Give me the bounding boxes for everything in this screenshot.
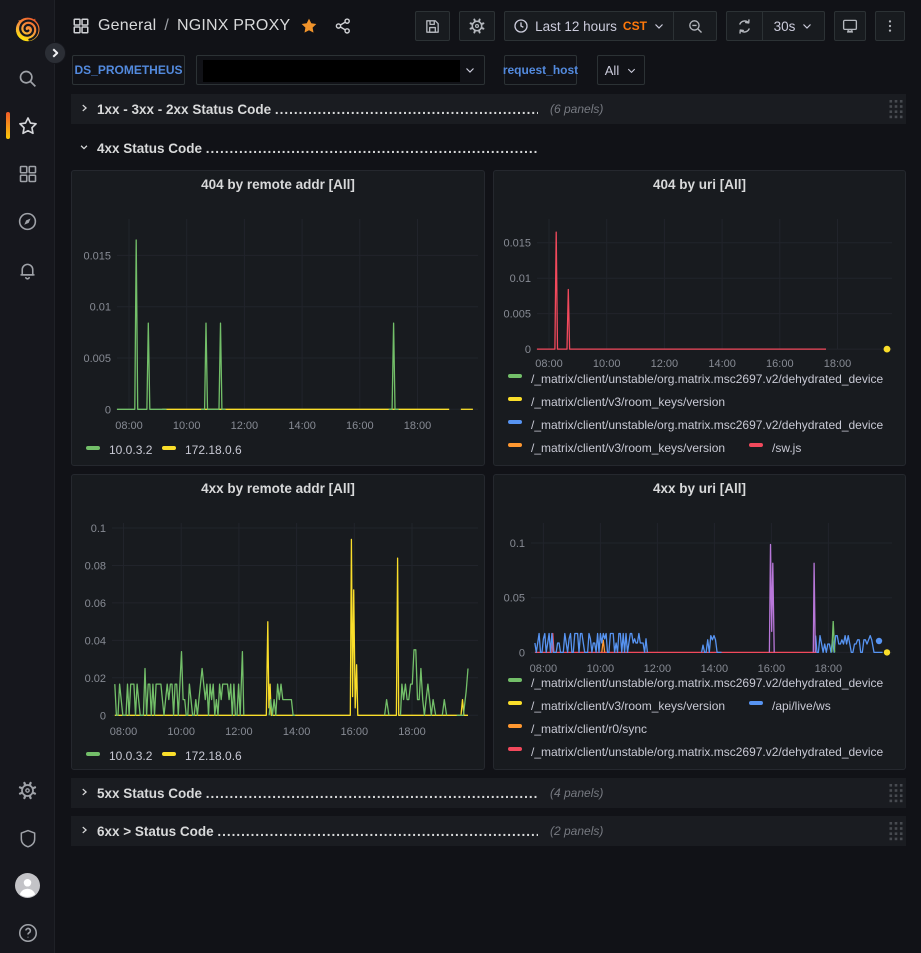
svg-text:0.1: 0.1 xyxy=(91,523,106,535)
svg-text:0.015: 0.015 xyxy=(503,238,531,250)
svg-text:10:00: 10:00 xyxy=(593,358,621,370)
svg-text:16:00: 16:00 xyxy=(341,726,369,738)
svg-text:0.06: 0.06 xyxy=(85,598,106,610)
svg-text:08:00: 08:00 xyxy=(115,420,143,432)
svg-text:10:00: 10:00 xyxy=(173,420,201,432)
svg-text:12:00: 12:00 xyxy=(231,420,259,432)
svg-text:0: 0 xyxy=(519,647,525,659)
svg-text:/_matrix/client/r0/sync: /_matrix/client/r0/sync xyxy=(531,722,647,736)
svg-text:16:00: 16:00 xyxy=(766,358,794,370)
svg-text:16:00: 16:00 xyxy=(758,663,786,675)
svg-text:0: 0 xyxy=(525,344,531,356)
svg-text:172.18.0.6: 172.18.0.6 xyxy=(185,443,242,457)
svg-text:0.08: 0.08 xyxy=(85,561,106,573)
svg-text:18:00: 18:00 xyxy=(824,358,852,370)
svg-text:0: 0 xyxy=(100,710,106,722)
svg-text:0.005: 0.005 xyxy=(503,309,531,321)
svg-text:0.02: 0.02 xyxy=(85,673,106,685)
svg-text:0.005: 0.005 xyxy=(83,353,111,365)
svg-text:172.18.0.6: 172.18.0.6 xyxy=(185,749,242,763)
svg-text:18:00: 18:00 xyxy=(815,663,843,675)
svg-text:/_matrix/client/v3/room_keys/v: /_matrix/client/v3/room_keys/version xyxy=(531,441,725,455)
svg-text:08:00: 08:00 xyxy=(530,663,558,675)
svg-text:0.01: 0.01 xyxy=(90,302,111,314)
svg-text:/sw.js: /sw.js xyxy=(772,441,801,455)
svg-text:14:00: 14:00 xyxy=(708,358,736,370)
svg-text:0: 0 xyxy=(105,404,111,416)
svg-text:/_matrix/client/unstable/org.m: /_matrix/client/unstable/org.matrix.msc2… xyxy=(531,372,884,386)
svg-text:0.015: 0.015 xyxy=(83,250,111,262)
svg-text:14:00: 14:00 xyxy=(701,663,729,675)
svg-text:14:00: 14:00 xyxy=(288,420,316,432)
svg-text:0.1: 0.1 xyxy=(510,538,525,550)
svg-text:12:00: 12:00 xyxy=(651,358,679,370)
svg-text:0.01: 0.01 xyxy=(510,273,531,285)
svg-text:/_matrix/client/v3/room_keys/v: /_matrix/client/v3/room_keys/version xyxy=(531,395,725,409)
svg-text:08:00: 08:00 xyxy=(535,358,563,370)
svg-text:/_matrix/client/unstable/org.m: /_matrix/client/unstable/org.matrix.msc2… xyxy=(531,745,884,759)
svg-text:10.0.3.2: 10.0.3.2 xyxy=(109,443,153,457)
svg-text:10.0.3.2: 10.0.3.2 xyxy=(109,749,153,763)
svg-text:12:00: 12:00 xyxy=(644,663,672,675)
svg-text:16:00: 16:00 xyxy=(346,420,374,432)
svg-text:/_matrix/client/unstable/org.m: /_matrix/client/unstable/org.matrix.msc2… xyxy=(531,418,884,432)
svg-text:18:00: 18:00 xyxy=(398,726,426,738)
svg-text:/_matrix/client/v3/room_keys/v: /_matrix/client/v3/room_keys/version xyxy=(531,699,725,713)
svg-text:12:00: 12:00 xyxy=(225,726,253,738)
svg-text:0.04: 0.04 xyxy=(85,635,106,647)
svg-text:14:00: 14:00 xyxy=(283,726,311,738)
svg-text:08:00: 08:00 xyxy=(110,726,138,738)
svg-text:10:00: 10:00 xyxy=(587,663,615,675)
svg-text:18:00: 18:00 xyxy=(404,420,432,432)
svg-text:10:00: 10:00 xyxy=(167,726,195,738)
svg-text:/_matrix/client/unstable/org.m: /_matrix/client/unstable/org.matrix.msc2… xyxy=(531,676,884,690)
svg-text:0.05: 0.05 xyxy=(504,593,525,605)
svg-text:/api/live/ws: /api/live/ws xyxy=(772,699,831,713)
